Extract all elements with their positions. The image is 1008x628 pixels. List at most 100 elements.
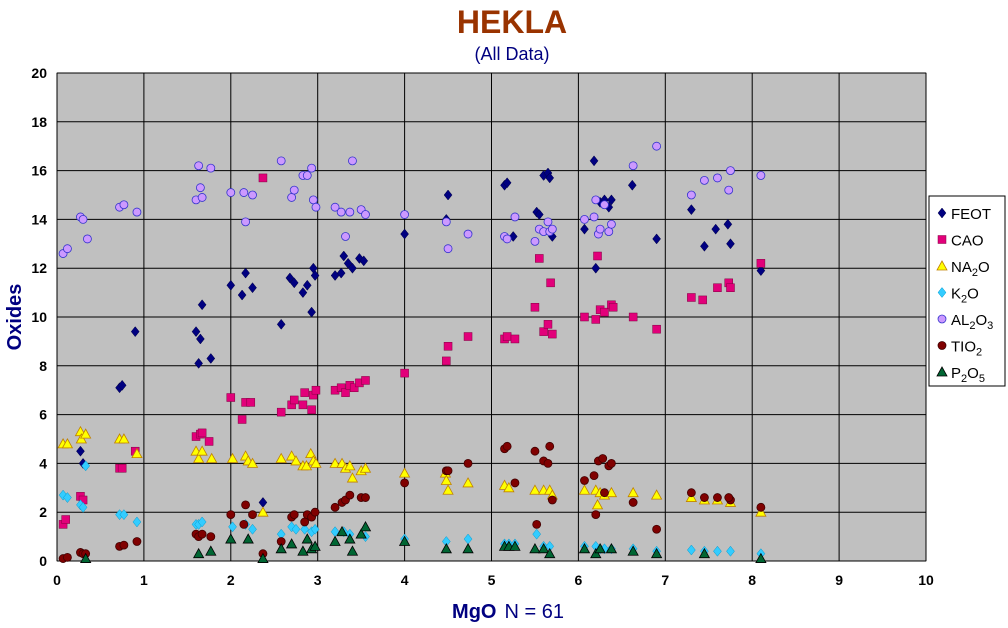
x-tick-label: 8 xyxy=(748,572,756,588)
point-feot xyxy=(589,155,599,167)
x-axis-title: MgO xyxy=(452,601,496,623)
point-feot xyxy=(248,282,257,294)
point-cao xyxy=(276,407,286,417)
legend-label-na2o: NA2O xyxy=(951,259,990,279)
legend-label-feot: FEOT xyxy=(951,206,991,223)
point-cao xyxy=(652,324,661,334)
point-feot xyxy=(348,262,357,274)
point-feot xyxy=(726,238,735,250)
point-al2o3 xyxy=(400,210,410,219)
point-feot xyxy=(194,357,203,369)
legend-marker-feot xyxy=(937,207,947,219)
point-feot xyxy=(359,255,369,267)
point-tio2 xyxy=(543,458,553,468)
point-p2o5 xyxy=(529,542,541,554)
point-al2o3 xyxy=(341,232,350,241)
legend-label-part: K xyxy=(951,286,961,303)
point-al2o3 xyxy=(600,200,609,210)
point-cao xyxy=(117,464,127,473)
legend-label-part: AL xyxy=(951,312,969,329)
point-al2o3 xyxy=(226,188,236,197)
point-feot xyxy=(591,262,601,274)
point-al2o3 xyxy=(463,229,473,239)
legend-label-part: O xyxy=(978,259,990,276)
y-tick-label: 18 xyxy=(31,114,47,130)
point-na2o xyxy=(290,455,302,466)
point-p2o5 xyxy=(440,542,452,554)
x-tick-label: 1 xyxy=(140,572,148,588)
point-feot xyxy=(336,267,346,279)
point-tio2 xyxy=(510,478,520,488)
point-p2o5 xyxy=(544,547,556,559)
x-tick-label: 6 xyxy=(575,572,583,588)
point-p2o5 xyxy=(301,533,313,544)
y-axis-title: Oxides xyxy=(4,284,26,351)
point-feot xyxy=(226,279,236,291)
point-na2o xyxy=(650,489,663,500)
point-p2o5 xyxy=(329,535,341,546)
point-al2o3 xyxy=(595,224,605,234)
point-tio2 xyxy=(239,520,249,529)
point-cao xyxy=(600,307,609,317)
x-tick-label: 9 xyxy=(835,572,843,588)
point-cao xyxy=(546,278,555,288)
point-na2o xyxy=(503,481,515,493)
point-al2o3 xyxy=(510,212,520,222)
legend-marker-cao xyxy=(937,235,947,244)
point-na2o xyxy=(329,457,341,468)
point-p2o5 xyxy=(192,547,205,559)
point-tio2 xyxy=(589,471,599,481)
point-al2o3 xyxy=(241,217,250,227)
point-tio2 xyxy=(63,552,72,562)
point-p2o5 xyxy=(309,540,321,551)
point-k2o xyxy=(310,523,320,535)
point-feot xyxy=(310,270,320,281)
y-tick-label: 4 xyxy=(39,455,47,471)
point-na2o xyxy=(529,484,541,495)
point-tio2 xyxy=(530,446,540,456)
point-tio2 xyxy=(443,466,453,476)
point-tio2 xyxy=(289,510,299,520)
point-tio2 xyxy=(600,488,609,498)
point-cao xyxy=(698,295,707,305)
chart-title: HEKLA xyxy=(457,4,567,40)
point-cao xyxy=(226,393,236,402)
legend-label-sub: 2 xyxy=(976,347,982,359)
point-feot xyxy=(241,267,250,279)
point-feot xyxy=(130,326,140,338)
point-k2o xyxy=(291,523,301,535)
point-al2o3 xyxy=(119,200,129,210)
legend-marker-al2o3 xyxy=(937,314,947,324)
point-tio2 xyxy=(300,517,310,527)
point-al2o3 xyxy=(83,234,92,244)
legend-label-part: P xyxy=(951,365,961,382)
point-al2o3 xyxy=(713,173,722,183)
point-p2o5 xyxy=(509,540,521,551)
point-na2o xyxy=(118,433,130,444)
point-p2o5 xyxy=(79,552,92,563)
point-al2o3 xyxy=(589,212,599,222)
point-na2o xyxy=(79,428,92,439)
point-p2o5 xyxy=(297,545,309,556)
point-feot xyxy=(400,228,409,240)
point-al2o3 xyxy=(580,214,589,224)
point-al2o3 xyxy=(686,190,696,200)
point-al2o3 xyxy=(726,166,735,176)
legend-marker-p2o5 xyxy=(936,366,948,377)
point-k2o xyxy=(228,521,237,533)
point-tio2 xyxy=(119,540,129,550)
point-p2o5 xyxy=(462,542,474,554)
point-tio2 xyxy=(652,524,662,534)
point-tio2 xyxy=(361,493,370,502)
point-p2o5 xyxy=(275,542,287,554)
point-al2o3 xyxy=(78,214,88,224)
point-feot xyxy=(302,279,312,291)
point-feot xyxy=(276,318,286,330)
point-k2o xyxy=(81,460,90,472)
point-p2o5 xyxy=(205,545,217,556)
y-tick-label: 10 xyxy=(31,309,47,325)
point-al2o3 xyxy=(311,202,321,212)
point-feot xyxy=(237,289,247,301)
